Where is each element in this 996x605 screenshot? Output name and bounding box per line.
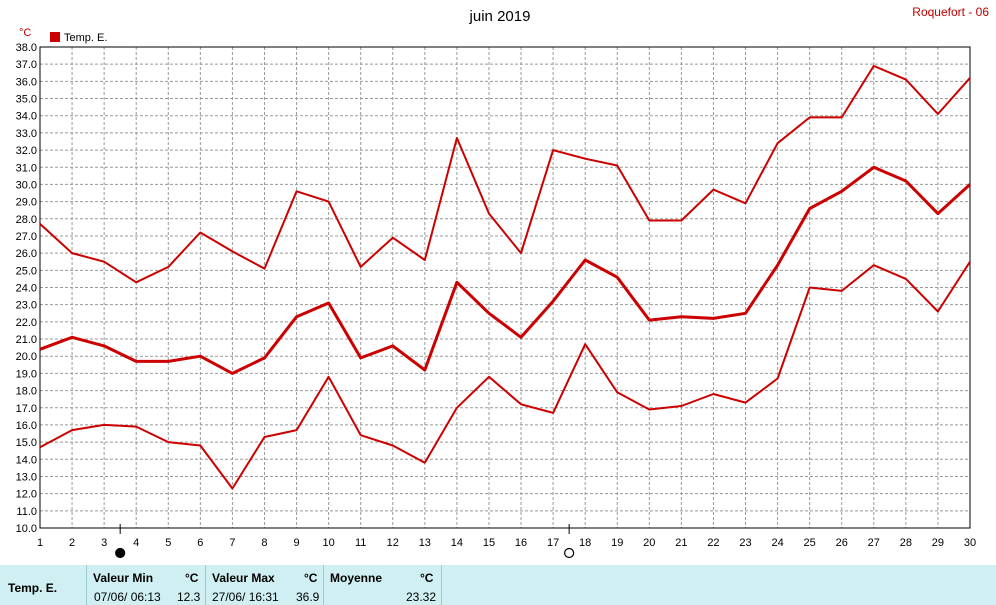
- y-tick-label: 11.0: [16, 506, 37, 518]
- x-tick-label: 29: [932, 537, 944, 549]
- x-tick-label: 1: [37, 537, 43, 549]
- y-tick-label: 22.0: [16, 317, 37, 329]
- y-tick-label: 37.0: [16, 59, 37, 71]
- y-tick-label: 38.0: [16, 42, 37, 54]
- summary-mean-cell: Moyenne °C 23.32: [324, 565, 442, 605]
- series-line-max: [39, 64, 971, 284]
- x-tick-label: 24: [771, 537, 783, 549]
- legend-label: Temp. E.: [64, 32, 107, 44]
- summary-series-cell: Temp. E.: [0, 565, 87, 605]
- summary-mean-value: 23.32: [406, 590, 437, 604]
- summary-min-label: Valeur Min: [93, 571, 154, 585]
- y-tick-label: 35.0: [16, 94, 37, 106]
- summary-min-cell: Valeur Min °C 07/06/ 06:13 12.3: [87, 565, 206, 605]
- y-tick-label: 16.0: [16, 420, 37, 432]
- y-tick-label: 24.0: [16, 283, 37, 295]
- series-line-mean: [39, 165, 972, 375]
- x-tick-label: 28: [900, 537, 912, 549]
- y-tick-label: 13.0: [16, 471, 37, 483]
- x-tick-label: 25: [804, 537, 816, 549]
- x-tick-label: 10: [322, 537, 334, 549]
- summary-mean-unit: °C: [420, 571, 434, 585]
- summary-max-date: 27/06/ 16:31: [212, 590, 279, 604]
- y-tick-label: 20.0: [16, 351, 37, 363]
- x-tick-label: 6: [197, 537, 203, 549]
- y-tick-label: 29.0: [16, 197, 37, 209]
- y-tick-label: 18.0: [16, 386, 37, 398]
- x-tick-label: 22: [707, 537, 719, 549]
- x-tick-label: 15: [483, 537, 495, 549]
- x-tick-label: 23: [739, 537, 751, 549]
- x-tick-label: 17: [547, 537, 559, 549]
- y-tick-label: 36.0: [16, 76, 37, 88]
- temperature-chart: juin 2019 Roquefort - 06 °C Temp. E. 10.…: [16, 5, 989, 559]
- y-tick-label: 34.0: [16, 111, 37, 123]
- full-moon-icon: [564, 547, 575, 559]
- x-tick-label: 16: [515, 537, 527, 549]
- legend-swatch: [50, 32, 60, 42]
- x-tick-label: 5: [165, 537, 171, 549]
- y-tick-label: 23.0: [16, 300, 37, 312]
- x-tick-label: 20: [643, 537, 655, 549]
- plot-frame: [39, 46, 971, 529]
- summary-max-unit: °C: [304, 571, 318, 585]
- summary-bar: Temp. E. Valeur Min °C 07/06/ 06:13 12.3…: [0, 565, 996, 605]
- x-tick-label: 2: [69, 537, 75, 549]
- y-tick-label: 25.0: [16, 265, 37, 277]
- y-tick-label: 32.0: [16, 145, 37, 157]
- y-tick-label: 28.0: [16, 214, 37, 226]
- summary-mean-label: Moyenne: [330, 571, 383, 585]
- y-tick-label: 17.0: [16, 403, 37, 415]
- x-tick-label: 21: [675, 537, 687, 549]
- x-tick-label: 3: [101, 537, 107, 549]
- series-line-min: [39, 261, 971, 490]
- y-tick-label: 14.0: [16, 454, 37, 466]
- summary-max-label: Valeur Max: [212, 571, 275, 585]
- new-moon-icon: [115, 547, 126, 559]
- y-tick-label: 12.0: [16, 489, 37, 501]
- y-tick-label: 19.0: [16, 368, 37, 380]
- x-tick-label: 12: [387, 537, 399, 549]
- x-tick-label: 18: [579, 537, 591, 549]
- x-tick-label: 7: [229, 537, 235, 549]
- summary-min-unit: °C: [185, 571, 199, 585]
- chart-title: juin 2019: [469, 8, 531, 25]
- y-tick-label: 10.0: [16, 523, 37, 535]
- summary-min-date: 07/06/ 06:13: [94, 590, 161, 604]
- x-tick-label: 27: [868, 537, 880, 549]
- x-tick-label: 26: [836, 537, 848, 549]
- y-tick-label: 33.0: [16, 128, 37, 140]
- y-tick-label: 30.0: [16, 179, 37, 191]
- y-tick-label: 26.0: [16, 248, 37, 260]
- x-tick-label: 14: [451, 537, 463, 549]
- y-tick-label: 21.0: [16, 334, 37, 346]
- x-tick-label: 9: [293, 537, 299, 549]
- summary-max-value: 36.9: [296, 590, 320, 604]
- x-tick-label: 19: [611, 537, 623, 549]
- x-tick-label: 8: [261, 537, 267, 549]
- y-tick-label: 31.0: [16, 162, 37, 174]
- y-tick-label: 15.0: [16, 437, 37, 449]
- y-tick-label: 27.0: [16, 231, 37, 243]
- x-tick-label: 4: [133, 537, 139, 549]
- x-tick-label: 30: [964, 537, 976, 549]
- x-tick-label: 11: [355, 537, 366, 549]
- y-axis-unit: °C: [19, 27, 31, 39]
- summary-max-cell: Valeur Max °C 27/06/ 16:31 36.9: [206, 565, 324, 605]
- x-tick-label: 13: [419, 537, 431, 549]
- summary-series-name: Temp. E.: [8, 581, 58, 595]
- station-name: Roquefort - 06: [912, 5, 989, 19]
- summary-min-value: 12.3: [177, 590, 201, 604]
